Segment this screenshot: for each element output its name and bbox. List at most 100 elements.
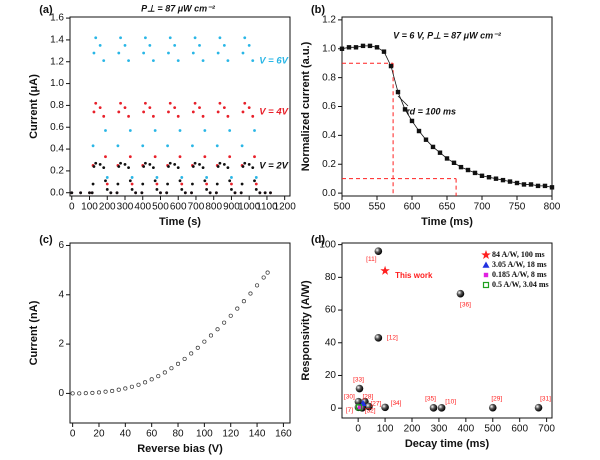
- data-point: [168, 161, 172, 165]
- data-point: [203, 155, 207, 159]
- data-point: [241, 51, 245, 55]
- data-point: [102, 166, 106, 170]
- data-point: [241, 165, 245, 168]
- series-label: V = 4V: [259, 107, 288, 118]
- data-point: [409, 118, 415, 124]
- data-point: [355, 384, 364, 393]
- data-point: [166, 182, 169, 186]
- data-point: [265, 270, 270, 275]
- data-point: [205, 182, 209, 186]
- data-point: [123, 386, 128, 391]
- point-label: [29]: [491, 395, 502, 402]
- data-point: [182, 356, 187, 361]
- x-tick-label: 1200: [274, 202, 297, 213]
- panel-label: (b): [311, 4, 325, 16]
- x-tick-label: 500: [334, 202, 351, 213]
- panel-label: (a): [39, 4, 53, 16]
- data-point: [360, 43, 366, 49]
- data-point: [254, 182, 258, 186]
- data-point: [261, 275, 266, 280]
- data-point: [230, 182, 233, 186]
- point-label: [35]: [425, 396, 436, 403]
- data-point: [374, 247, 383, 255]
- data-point: [193, 36, 197, 40]
- x-axis-title: Time (s): [159, 216, 201, 228]
- data-point: [119, 36, 122, 40]
- data-point: [437, 150, 443, 155]
- data-point: [203, 179, 207, 183]
- data-point: [253, 179, 256, 183]
- data-point: [92, 110, 96, 114]
- data-point: [354, 397, 363, 406]
- data-point: [241, 110, 245, 114]
- data-point: [148, 162, 152, 166]
- x-tick-label: 400: [458, 424, 475, 435]
- data-point: [228, 179, 232, 183]
- data-point: [183, 191, 187, 195]
- data-point: [105, 188, 109, 191]
- point-label: [27]: [371, 400, 382, 407]
- data-point: [151, 59, 155, 63]
- y-tick-label: 1.0: [50, 78, 64, 89]
- x-tick-label: 200: [404, 424, 421, 435]
- data-point: [226, 59, 230, 63]
- y-tick-label: 100: [319, 239, 336, 250]
- data-point: [175, 361, 181, 366]
- data-point: [141, 144, 145, 148]
- data-point: [195, 345, 200, 350]
- data-point: [176, 59, 180, 63]
- data-point: [367, 43, 373, 49]
- data-point: [215, 182, 219, 186]
- data-point: [240, 144, 244, 148]
- data-point: [159, 191, 162, 195]
- data-point: [156, 374, 161, 379]
- data-point: [176, 114, 180, 118]
- data-point: [534, 403, 543, 412]
- legend-label: 0.5 A/W, 3.04 ms: [492, 280, 549, 289]
- data-point: [198, 162, 201, 166]
- data-point: [166, 144, 169, 148]
- data-point: [201, 114, 205, 118]
- data-point: [167, 51, 170, 55]
- data-point: [105, 182, 109, 186]
- data-point: [208, 191, 212, 195]
- annotation: P⊥ = 87 μW cm⁻²: [141, 3, 216, 13]
- legend-label: 84 A/W, 100 ms: [492, 250, 545, 259]
- point-label: [36]: [460, 301, 471, 308]
- data-point: [353, 45, 359, 50]
- data-point: [430, 144, 436, 150]
- x-tick-label: 140: [249, 429, 266, 440]
- data-point: [216, 51, 220, 55]
- data-point: [215, 327, 220, 332]
- data-point: [98, 162, 102, 166]
- data-point: [258, 191, 262, 195]
- data-point: [549, 185, 555, 190]
- point-label: [31]: [540, 395, 551, 402]
- data-point: [98, 43, 102, 47]
- x-tick-label: 550: [369, 202, 386, 213]
- data-point: [140, 191, 144, 195]
- x-tick-label: 100: [196, 429, 213, 440]
- data-point: [542, 183, 548, 189]
- data-point: [91, 182, 95, 186]
- y-tick-label: 0.4: [322, 130, 336, 141]
- data-point: [128, 179, 132, 183]
- data-point: [437, 404, 446, 412]
- data-point: [162, 370, 167, 375]
- x-tick-label: 800: [544, 202, 561, 213]
- data-point: [429, 404, 438, 412]
- data-point: [155, 182, 159, 186]
- data-point: [128, 155, 132, 159]
- data-point: [94, 36, 98, 40]
- data-point: [456, 289, 465, 298]
- data-point: [255, 283, 260, 288]
- data-point: [198, 43, 201, 47]
- data-point: [374, 45, 380, 50]
- data-point: [218, 36, 222, 40]
- y-tick-label: 2: [58, 339, 64, 350]
- data-point: [380, 265, 390, 275]
- data-point: [91, 144, 95, 148]
- x-tick-label: 0: [69, 202, 75, 213]
- data-point: [144, 101, 147, 105]
